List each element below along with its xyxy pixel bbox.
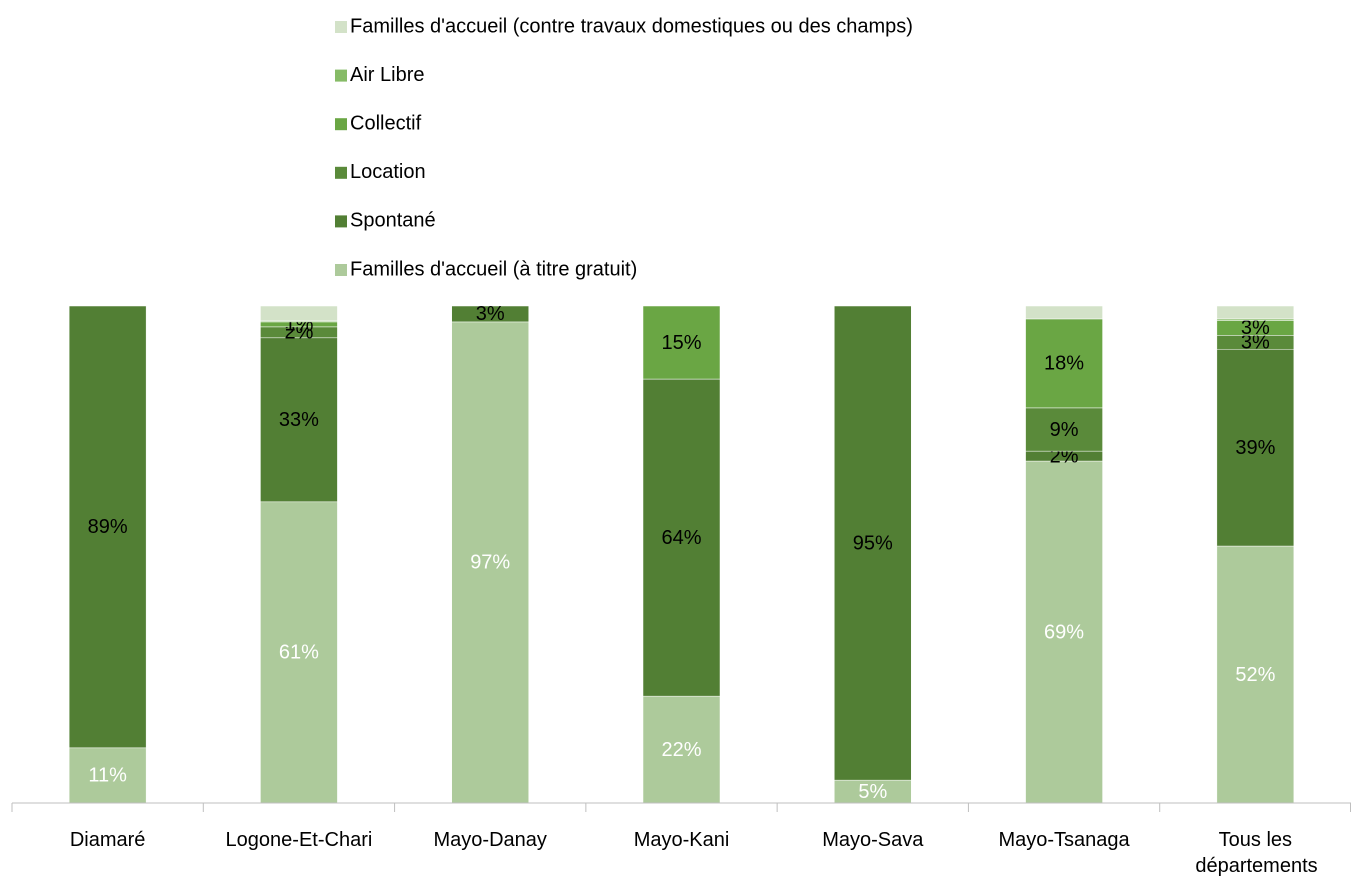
bar-segment xyxy=(1216,348,1295,547)
bar-segment xyxy=(834,305,912,781)
data-label: 9% xyxy=(1050,419,1079,441)
legend-swatch xyxy=(335,264,347,276)
bar-segment xyxy=(642,305,721,380)
x-tick-label: Mayo-Danay xyxy=(433,829,547,851)
legend-label: Collectif xyxy=(350,112,422,134)
bar-segment xyxy=(451,321,529,804)
data-label: 69% xyxy=(1044,621,1084,643)
bar-segment xyxy=(1216,305,1295,320)
data-label: 61% xyxy=(279,642,319,664)
bar-segment xyxy=(642,378,721,697)
legend-label: Spontané xyxy=(350,210,436,232)
bar-segment xyxy=(1025,460,1103,804)
legend-swatch xyxy=(335,69,347,82)
data-label: 52% xyxy=(1235,664,1275,686)
legend-label: Familles d'accueil (contre travaux domes… xyxy=(350,15,913,37)
bar-segment xyxy=(642,695,721,804)
legend-label: Location xyxy=(350,161,426,183)
data-label: 64% xyxy=(661,527,701,549)
data-label: 95% xyxy=(853,532,893,554)
x-tick-label: Diamaré xyxy=(69,829,146,851)
bar-segment xyxy=(1216,545,1295,804)
bar-segment xyxy=(260,337,338,503)
data-label: 11% xyxy=(88,765,127,787)
x-tick-label: Mayo-Tsanaga xyxy=(998,829,1130,851)
x-tick-label: Tous les départements xyxy=(1195,829,1318,877)
data-label: 97% xyxy=(470,552,510,574)
data-label: 39% xyxy=(1235,437,1275,459)
bar-segment xyxy=(260,305,338,322)
legend-swatch xyxy=(335,215,347,228)
x-tick-label: Mayo-Sava xyxy=(822,829,924,851)
bar-segment xyxy=(1025,407,1103,452)
legend-swatch xyxy=(335,166,347,179)
x-tick-label: Logone-Et-Chari xyxy=(225,829,373,851)
data-label: 3% xyxy=(1241,332,1270,354)
data-label: 18% xyxy=(1044,353,1084,375)
legend-label: Familles d'accueil (à titre gratuit) xyxy=(350,258,637,280)
data-label: 89% xyxy=(88,516,128,538)
data-label: 33% xyxy=(279,409,319,431)
bar-segment xyxy=(68,305,147,749)
x-tick-label: Mayo-Kani xyxy=(633,829,730,851)
data-label: 15% xyxy=(661,332,701,354)
data-label: 5% xyxy=(858,781,887,803)
bar-segment xyxy=(1025,305,1103,320)
legend-swatch xyxy=(335,21,347,33)
legend-label: Air Libre xyxy=(350,64,424,86)
data-label: 22% xyxy=(661,739,701,761)
legend-swatch xyxy=(335,118,347,131)
bar-segment xyxy=(68,747,147,804)
bar-segment xyxy=(451,305,529,323)
data-label: 3% xyxy=(1241,317,1270,339)
bar-segment xyxy=(1025,318,1103,409)
data-label: 3% xyxy=(476,303,505,325)
